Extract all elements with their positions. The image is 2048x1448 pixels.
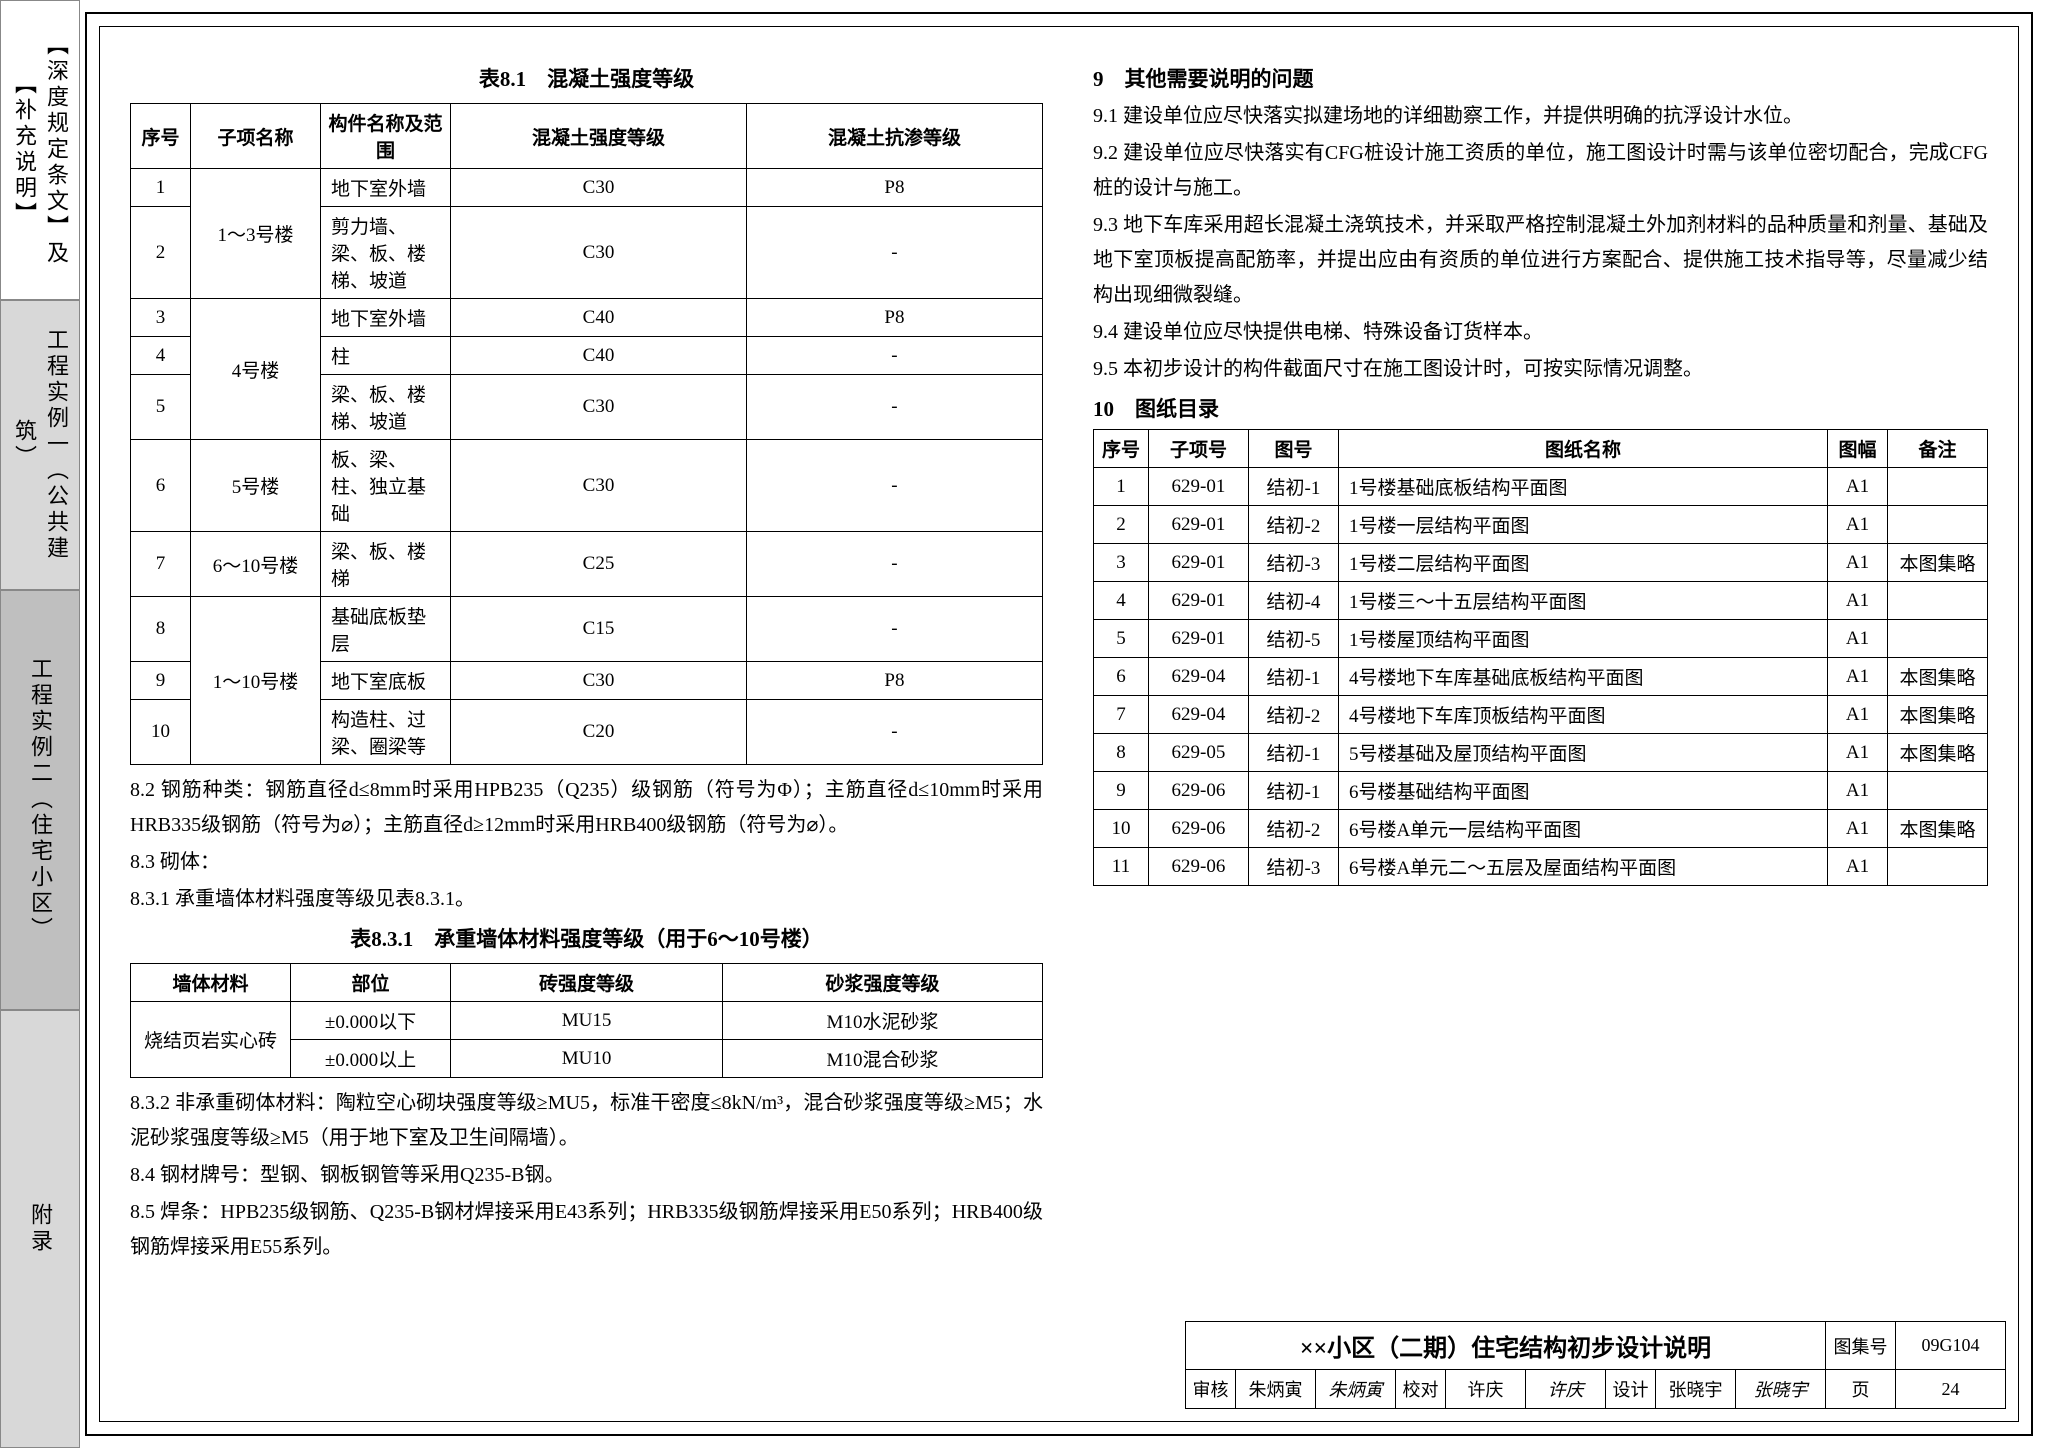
table-row: 4629-01结初-41号楼三～十五层结构平面图A1 <box>1093 582 1987 620</box>
page-frame: 表8.1 混凝土强度等级 序号子项名称构件名称及范围混凝土强度等级混凝土抗渗等级… <box>85 12 2033 1436</box>
page-number: 24 <box>1896 1370 2006 1409</box>
title-block: ××小区（二期）住宅结构初步设计说明 图集号 09G104 审核 朱炳寅 朱炳寅… <box>1185 1321 2006 1409</box>
table-header: 图号 <box>1248 430 1338 468</box>
section-10: 10 图纸目录 <box>1093 393 1988 423</box>
check-label: 校对 <box>1396 1370 1446 1409</box>
table-row: 2629-01结初-21号楼一层结构平面图A1 <box>1093 506 1987 544</box>
inner-frame: 表8.1 混凝土强度等级 序号子项名称构件名称及范围混凝土强度等级混凝土抗渗等级… <box>99 26 2019 1422</box>
tab-depth: 【深度规定条文】及【补充说明】 <box>0 0 80 300</box>
para-93: 9.3 地下车库采用超长混凝土浇筑技术，并采取严格控制混凝土外加剂材料的品种质量… <box>1093 208 1988 313</box>
table-row: 11629-06结初-36号楼A单元二～五层及屋面结构平面图A1 <box>1093 848 1987 886</box>
para-83: 8.3 砌体： <box>130 845 1043 880</box>
table-row: 11～3号楼地下室外墙C30P8 <box>131 169 1043 207</box>
design-name: 张晓宇 <box>1656 1370 1736 1409</box>
table-row: 烧结页岩实心砖±0.000以下MU15M10水泥砂浆 <box>131 1002 1043 1040</box>
design-sign: 张晓宇 <box>1736 1370 1826 1409</box>
table-header: 序号 <box>131 104 191 169</box>
table-header: 图纸名称 <box>1338 430 1827 468</box>
design-label: 设计 <box>1606 1370 1656 1409</box>
table-row: 7629-04结初-24号楼地下车库顶板结构平面图A1本图集略 <box>1093 696 1987 734</box>
set-label: 图集号 <box>1826 1322 1896 1370</box>
table-831: 墙体材料部位砖强度等级砂浆强度等级 烧结页岩实心砖±0.000以下MU15M10… <box>130 963 1043 1078</box>
table-header: 序号 <box>1093 430 1148 468</box>
table-row: 1629-01结初-11号楼基础底板结构平面图A1 <box>1093 468 1987 506</box>
table-header: 图幅 <box>1828 430 1888 468</box>
review-name: 朱炳寅 <box>1236 1370 1316 1409</box>
check-name: 许庆 <box>1446 1370 1526 1409</box>
review-label: 审核 <box>1186 1370 1236 1409</box>
tab-case1: 工程实例一（公共建筑） <box>0 300 80 590</box>
table-row: 8629-05结初-15号楼基础及屋顶结构平面图A1本图集略 <box>1093 734 1987 772</box>
table-row: 65号楼板、梁、柱、独立基础C30- <box>131 440 1043 532</box>
table-header: 混凝土抗渗等级 <box>746 104 1042 169</box>
review-sign: 朱炳寅 <box>1316 1370 1396 1409</box>
table-10: 序号子项号图号图纸名称图幅备注 1629-01结初-11号楼基础底板结构平面图A… <box>1093 429 1988 886</box>
section-9: 9 其他需要说明的问题 <box>1093 63 1988 93</box>
table-header: 子项号 <box>1148 430 1248 468</box>
para-84: 8.4 钢材牌号：型钢、钢板钢管等采用Q235-B钢。 <box>130 1158 1043 1193</box>
table-row: 3629-01结初-31号楼二层结构平面图A1本图集略 <box>1093 544 1987 582</box>
page-label: 页 <box>1826 1370 1896 1409</box>
table-81: 序号子项名称构件名称及范围混凝土强度等级混凝土抗渗等级 11～3号楼地下室外墙C… <box>130 103 1043 765</box>
table-row: 34号楼地下室外墙C40P8 <box>131 299 1043 337</box>
table-row: 6629-04结初-14号楼地下车库基础底板结构平面图A1本图集略 <box>1093 658 1987 696</box>
para-95: 9.5 本初步设计的构件截面尺寸在施工图设计时，可按实际情况调整。 <box>1093 352 1988 387</box>
drawing-title: ××小区（二期）住宅结构初步设计说明 <box>1186 1322 1826 1370</box>
content: 表8.1 混凝土强度等级 序号子项名称构件名称及范围混凝土强度等级混凝土抗渗等级… <box>130 57 1988 1311</box>
table-row: 81～10号楼基础底板垫层C15- <box>131 597 1043 662</box>
table-header: 部位 <box>291 964 451 1002</box>
para-91: 9.1 建设单位应尽快落实拟建场地的详细勘察工作，并提供明确的抗浮设计水位。 <box>1093 99 1988 134</box>
table-row: 10629-06结初-26号楼A单元一层结构平面图A1本图集略 <box>1093 810 1987 848</box>
para-92: 9.2 建设单位应尽快落实有CFG桩设计施工资质的单位，施工图设计时需与该单位密… <box>1093 136 1988 206</box>
para-82: 8.2 钢筋种类：钢筋直径d≤8mm时采用HPB235（Q235）级钢筋（符号为… <box>130 773 1043 843</box>
table-header: 墙体材料 <box>131 964 291 1002</box>
table-header: 构件名称及范围 <box>321 104 451 169</box>
left-column: 表8.1 混凝土强度等级 序号子项名称构件名称及范围混凝土强度等级混凝土抗渗等级… <box>130 57 1043 1311</box>
table-row: 76～10号楼梁、板、楼梯C25- <box>131 532 1043 597</box>
para-832: 8.3.2 非承重砌体材料：陶粒空心砌块强度等级≥MU5，标准干密度≤8kN/m… <box>130 1086 1043 1156</box>
tab-case2: 工程实例二（住宅小区） <box>0 590 80 1010</box>
para-94: 9.4 建设单位应尽快提供电梯、特殊设备订货样本。 <box>1093 315 1988 350</box>
set-value: 09G104 <box>1896 1322 2006 1370</box>
para-831: 8.3.1 承重墙体材料强度等级见表8.3.1。 <box>130 882 1043 917</box>
table-header: 砖强度等级 <box>451 964 723 1002</box>
tab-appendix: 附录 <box>0 1010 80 1448</box>
right-column: 9 其他需要说明的问题 9.1 建设单位应尽快落实拟建场地的详细勘察工作，并提供… <box>1093 57 1988 1311</box>
side-tabs: 【深度规定条文】及【补充说明】 工程实例一（公共建筑） 工程实例二（住宅小区） … <box>0 0 80 1448</box>
table-row: 9629-06结初-16号楼基础结构平面图A1 <box>1093 772 1987 810</box>
table-header: 备注 <box>1888 430 1988 468</box>
table-header: 砂浆强度等级 <box>723 964 1043 1002</box>
table81-caption: 表8.1 混凝土强度等级 <box>130 63 1043 93</box>
table-row: 5629-01结初-51号楼屋顶结构平面图A1 <box>1093 620 1987 658</box>
table831-caption: 表8.3.1 承重墙体材料强度等级（用于6～10号楼） <box>130 923 1043 953</box>
check-sign: 许庆 <box>1526 1370 1606 1409</box>
para-85: 8.5 焊条：HPB235级钢筋、Q235-B钢材焊接采用E43系列；HRB33… <box>130 1195 1043 1265</box>
table-header: 子项名称 <box>191 104 321 169</box>
table-header: 混凝土强度等级 <box>451 104 747 169</box>
